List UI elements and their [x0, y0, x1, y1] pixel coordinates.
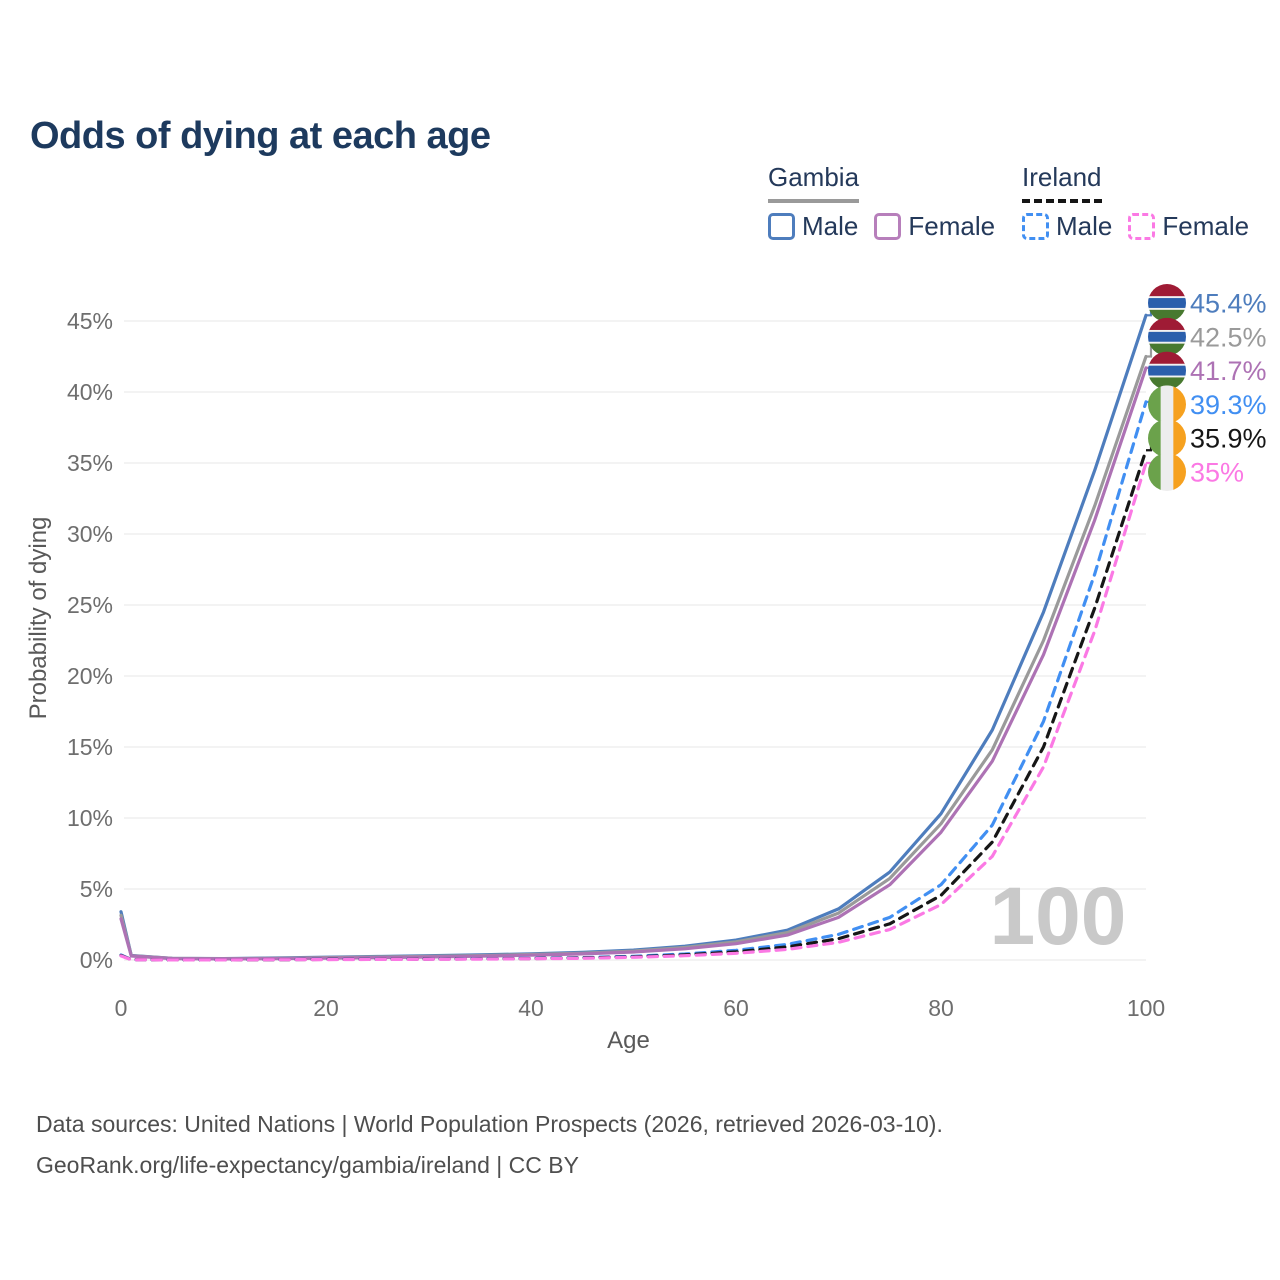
- y-tick-label: 20%: [67, 663, 113, 689]
- y-tick-label: 5%: [80, 876, 113, 902]
- end-value-label: 45.4%: [1190, 289, 1267, 319]
- gambia-flag-icon: [1148, 284, 1186, 322]
- legend-item-gambia-female[interactable]: Female: [874, 211, 995, 242]
- legend-item-gambia-male[interactable]: Male: [768, 211, 858, 242]
- y-tick-label: 0%: [80, 947, 113, 973]
- legend-label-gambia-female: Female: [908, 211, 996, 241]
- gambia-flag-icon: [1148, 317, 1186, 356]
- y-tick-label: 30%: [67, 521, 113, 547]
- series-line-1[interactable]: [119, 354, 1148, 961]
- end-value-label: 35%: [1190, 458, 1244, 488]
- y-tick-label: 15%: [67, 734, 113, 760]
- legend-country-ireland[interactable]: Ireland: [1022, 162, 1102, 203]
- gambia-female-swatch-icon[interactable]: [874, 213, 902, 240]
- page-title: Odds of dying at each age: [30, 115, 491, 158]
- data-source-footer: Data sources: United Nations | World Pop…: [36, 1104, 943, 1186]
- x-tick-label: 20: [313, 995, 339, 1021]
- gambia-flag-icon: [1148, 351, 1186, 390]
- ireland-flag-icon: [1148, 453, 1186, 491]
- gambia-male-swatch-icon[interactable]: [768, 213, 795, 240]
- legend-country-gambia[interactable]: Gambia: [768, 162, 860, 203]
- y-tick-label: 25%: [67, 592, 113, 618]
- legend-item-ireland-male[interactable]: Male: [1022, 211, 1112, 242]
- legend-item-ireland-female[interactable]: Female: [1128, 211, 1249, 242]
- chart-canvas: 0% 5% 10% 15% 20% 25% 30% 35% 40% 45% 0 20 40 60 80 100…: [25, 284, 1267, 1054]
- end-value-label: 35.9%: [1190, 424, 1267, 454]
- y-tick-label: 40%: [67, 379, 113, 405]
- age-watermark: 100: [990, 871, 1127, 962]
- ireland-male-swatch-icon[interactable]: [1022, 213, 1049, 240]
- x-tick-label: 60: [723, 995, 749, 1021]
- end-value-label: 39.3%: [1190, 390, 1267, 420]
- legend-row-ireland: Male Female: [1022, 211, 1249, 242]
- legend-label-gambia-male: Male: [802, 211, 859, 241]
- y-tick-label: 35%: [67, 450, 113, 476]
- x-tick-label: 80: [928, 995, 954, 1021]
- x-tick-label: 0: [115, 995, 128, 1021]
- series-line-0[interactable]: [119, 313, 1148, 961]
- footer-sources-line: Data sources: United Nations | World Pop…: [36, 1111, 943, 1137]
- series-line-5[interactable]: [119, 461, 1148, 962]
- ireland-flag-icon: [1148, 385, 1186, 424]
- ireland-female-swatch-icon[interactable]: [1128, 213, 1156, 240]
- end-value-label: 41.7%: [1190, 356, 1267, 386]
- ireland-flag-icon: [1148, 419, 1186, 458]
- legend-group-ireland: Ireland Male Female: [1022, 162, 1249, 242]
- legend-row-gambia: Male Female: [768, 211, 995, 242]
- footer-url-line[interactable]: GeoRank.org/life-expectancy/gambia/irela…: [36, 1152, 579, 1178]
- x-tick-label: 100: [1127, 995, 1165, 1021]
- x-tick-label: 40: [518, 995, 544, 1021]
- legend-label-ireland-female: Female: [1162, 211, 1250, 241]
- legend-group-gambia: Gambia Male Female: [768, 162, 995, 242]
- legend-label-ireland-male: Male: [1056, 211, 1113, 241]
- x-axis-title: Age: [607, 1027, 650, 1054]
- end-value-label: 42.5%: [1190, 322, 1267, 352]
- y-tick-label: 10%: [67, 805, 113, 831]
- y-axis-title: Probability of dying: [25, 517, 52, 720]
- y-tick-label: 45%: [67, 308, 113, 334]
